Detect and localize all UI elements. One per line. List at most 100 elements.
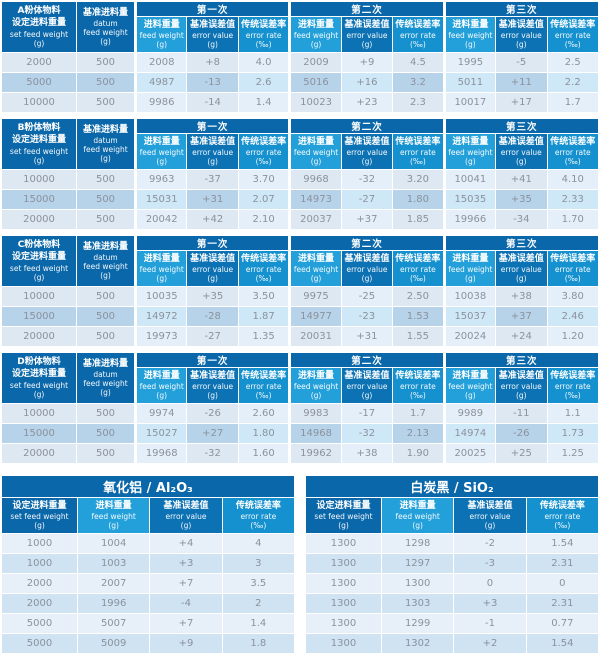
cell-feed-weight: 10017 [442,92,497,113]
table-row: 1000 1003 +3 3 [1,553,296,574]
cell-error-value: +38 [340,443,394,464]
set-feed-weight-en: set feed weight [9,263,69,273]
feed-weight-header-en: feed weight [448,31,493,41]
trial-band-3: 第三次 [442,1,600,17]
unit-label: (g) [515,157,527,167]
cell-error-rate: 1.7 [546,92,599,113]
error-value-header-en: error value [346,382,388,392]
cell-set-feed-weight: 20000 [1,443,77,464]
feed-weight-header: 进料重量 feed weight (g) [380,497,455,534]
table-row: 15000 500 14972 -28 1.87 14977 -23 1.53 15037 +37… [1,306,599,327]
cell-set-feed-weight: 5000 [1,613,78,634]
cell-datum-feed-weight: 500 [76,169,136,190]
cell-error-value: -27 [186,326,239,347]
unit-g-label: (g) [100,271,111,281]
unit-label: (g) [310,274,322,284]
cell-error-value: 0 [453,573,527,594]
unit-label: (‰) [255,157,272,167]
cell-error-value: -26 [495,423,548,444]
error-rate-header: 传统误差率 error rate (‰) [546,133,599,170]
trial-band-1: 第一次 [133,235,291,251]
cell-error-rate: 2.31 [525,593,600,614]
datum-en-1: datum [93,253,118,263]
unit-label: (g) [515,391,527,401]
cell-feed-weight: 14977 [288,306,342,327]
compound-table-sio2: 白炭黑 / SiO₂ 设定进料重量 set feed weight (g) 进料重量 fe… [305,475,600,654]
table-header: A粉体物料 设定进料重量 set feed weight (g) 基准进料量 datum f… [1,1,600,53]
table-row: 20000 500 20042 +42 2.10 20037 +37 1.85 19966 -34… [1,209,599,230]
unit-g-label: (g) [100,388,111,398]
cell-feed-weight: 1303 [380,593,455,614]
unit-label: (g) [207,391,218,401]
feed-weight-header-cn: 进料重量 [95,500,132,511]
cell-feed-weight: 10035 [133,286,188,307]
error-value-header: 基准误差值 error value (g) [186,16,239,53]
cell-error-rate: 2.50 [392,286,445,307]
cell-error-rate: 1.73 [546,423,599,444]
material-table-c: C粉体物料 设定进料重量 set feed weight (g) 基准进料量 datum f… [1,235,600,347]
error-value-header-en: error value [192,31,234,41]
header-band-row: A粉体物料 设定进料重量 set feed weight (g) 基准进料量 datum f… [1,1,600,53]
error-value-header-cn: 基准误差值 [190,370,236,381]
set-feed-weight-header-en: set feed weight [10,512,69,522]
error-value-header: 基准误差值 error value (g) [340,367,394,404]
cell-feed-weight: 9963 [133,169,188,190]
cell-error-value: -26 [186,403,239,424]
cell-error-value: -27 [340,189,394,210]
cell-set-feed-weight: 1300 [305,633,382,654]
cell-error-value: -1 [453,613,527,634]
cell-error-rate: 2.3 [392,92,445,113]
cell-set-feed-weight: 2000 [1,593,78,614]
datum-en-1: datum [93,136,118,146]
cell-datum-feed-weight: 500 [76,306,136,327]
unit-label: (g) [338,521,349,531]
cell-feed-weight: 5016 [288,72,342,93]
cell-feed-weight: 1297 [380,553,455,574]
cell-error-value: +42 [186,209,239,230]
error-value-header: 基准误差值 error value (g) [186,250,239,287]
title-row: 白炭黑 / SiO₂ [305,475,599,498]
unit-label: (g) [361,40,373,50]
error-rate-header-cn: 传统误差率 [395,253,441,264]
cell-error-value: -32 [340,423,394,444]
cell-error-value: -32 [340,169,394,190]
cell-datum-feed-weight: 500 [76,209,136,230]
cell-datum-feed-weight: 500 [76,72,136,93]
unit-label: (‰) [564,40,581,50]
unit-label: (g) [515,274,527,284]
cell-error-value: +3 [453,593,527,614]
cell-feed-weight: 20024 [442,326,497,347]
table-header: 白炭黑 / SiO₂ 设定进料重量 set feed weight (g) 进料重量 fe… [305,475,600,534]
header-band-row: B粉体物料 设定进料重量 set feed weight (g) 基准进料量 datum f… [1,118,600,170]
error-value-header: 基准误差值 error value (g) [495,367,548,404]
feed-weight-header: 进料重量 feed weight (g) [288,250,342,287]
feed-weight-header-en: feed weight [293,148,339,158]
cell-set-feed-weight: 10000 [1,286,77,307]
feed-weight-header: 进料重量 feed weight (g) [442,367,497,404]
cell-error-rate: 1.90 [392,443,445,464]
cell-set-feed-weight: 1300 [305,613,382,634]
unit-label: (g) [465,391,476,401]
unit-g-label: (g) [100,37,111,47]
cell-feed-weight: 20031 [288,326,342,347]
material-name: B粉体物料 [17,123,61,134]
feed-weight-header: 进料重量 feed weight (g) [76,497,151,534]
trial-band-1: 第一次 [133,352,291,368]
error-value-header: 基准误差值 error value (g) [149,497,223,534]
unit-label: (g) [34,521,45,531]
cell-error-rate: 0.77 [525,613,600,634]
error-rate-header-en: error rate [245,31,282,41]
cell-error-value: +9 [340,52,394,73]
set-feed-weight-header: A粉体物料 设定进料重量 set feed weight (g) [1,1,77,53]
cell-error-value: -4 [149,593,223,614]
error-value-header-en: error value [469,512,511,522]
cell-error-value: -37 [186,169,239,190]
table-header: B粉体物料 设定进料重量 set feed weight (g) 基准进料量 datum f… [1,118,600,170]
error-value-header: 基准误差值 error value (g) [340,133,394,170]
unit-label: (g) [180,521,192,531]
table-row: 5000 5009 +9 1.8 [1,633,296,654]
error-rate-header-cn: 传统误差率 [395,370,441,381]
table-row: 1300 1297 -3 2.31 [305,553,600,574]
set-feed-weight-header-en: set feed weight [314,512,373,522]
cell-error-rate: 1.60 [237,443,291,464]
